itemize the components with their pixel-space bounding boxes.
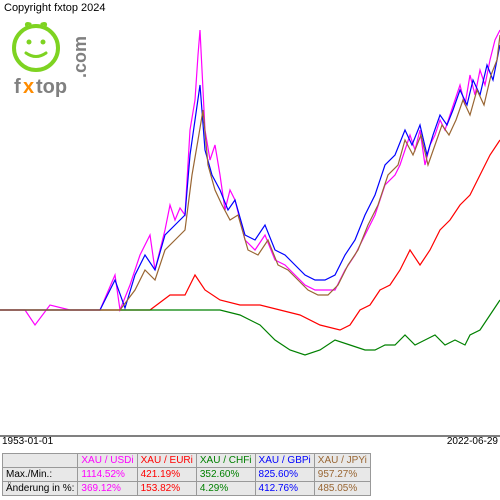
cell-change: 4.29% bbox=[196, 482, 255, 496]
cell-max: 421.19% bbox=[137, 468, 196, 482]
cell-max: 352.60% bbox=[196, 468, 255, 482]
col-header: XAU / USDi bbox=[78, 454, 137, 468]
line-chart bbox=[0, 0, 500, 440]
row-label-change: Änderung in %: bbox=[3, 482, 78, 496]
cell-change: 369.12% bbox=[78, 482, 137, 496]
row-label-max: Max./Min.: bbox=[3, 468, 78, 482]
col-header: XAU / JPYi bbox=[314, 454, 370, 468]
col-header: XAU / EURi bbox=[137, 454, 196, 468]
table-change-row: Änderung in %: 369.12% 153.82% 4.29% 412… bbox=[3, 482, 371, 496]
x-end-label: 2022-06-29 bbox=[447, 436, 498, 447]
cell-max: 957.27% bbox=[314, 468, 370, 482]
cell-max: 825.60% bbox=[255, 468, 314, 482]
x-start-label: 1953-01-01 bbox=[2, 436, 53, 447]
col-header: XAU / CHFi bbox=[196, 454, 255, 468]
table-header-row: XAU / USDi XAU / EURi XAU / CHFi XAU / G… bbox=[3, 454, 371, 468]
table-corner bbox=[3, 454, 78, 468]
col-header: XAU / GBPi bbox=[255, 454, 314, 468]
summary-table: XAU / USDi XAU / EURi XAU / CHFi XAU / G… bbox=[2, 453, 371, 496]
cell-max: 1114.52% bbox=[78, 468, 137, 482]
table-max-row: Max./Min.: 1114.52% 421.19% 352.60% 825.… bbox=[3, 468, 371, 482]
cell-change: 412.76% bbox=[255, 482, 314, 496]
cell-change: 485.05% bbox=[314, 482, 370, 496]
cell-change: 153.82% bbox=[137, 482, 196, 496]
